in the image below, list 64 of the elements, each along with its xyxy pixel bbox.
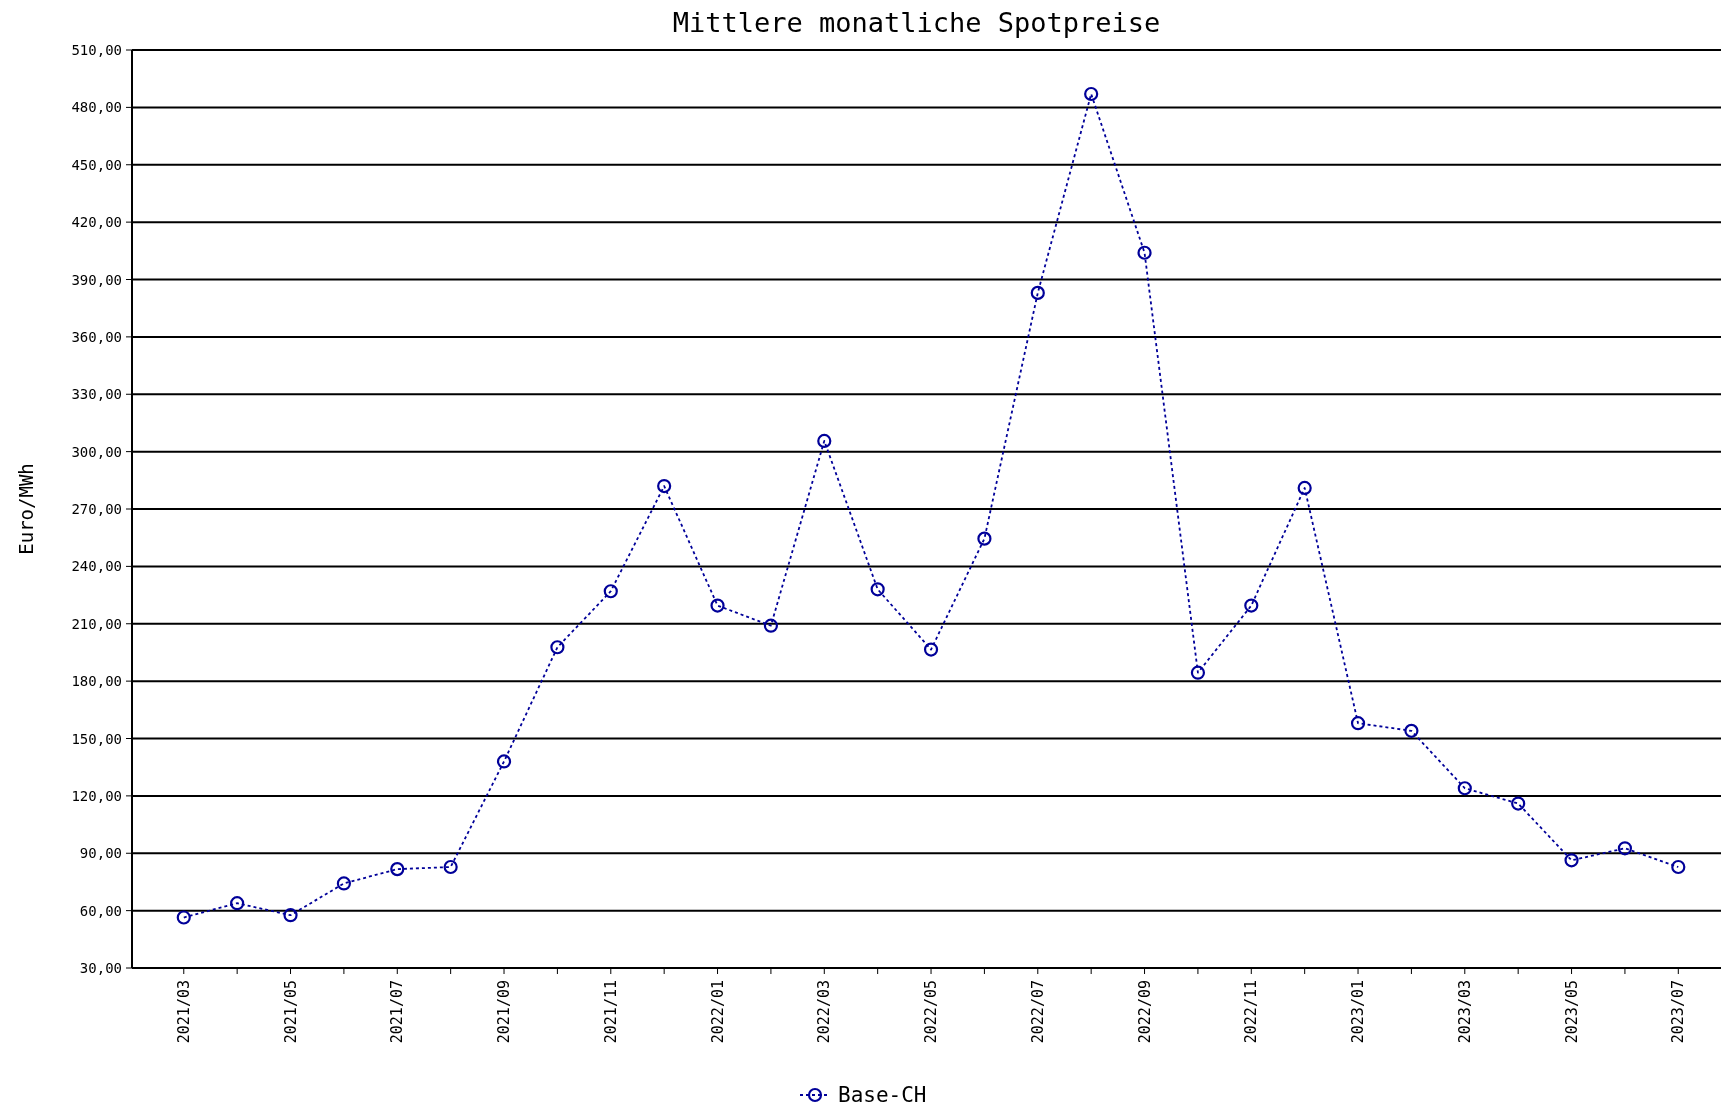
y-tick-label: 420,00 xyxy=(71,214,122,231)
point xyxy=(763,618,779,633)
x-tick-label: 2022/05 xyxy=(922,980,941,1044)
y-tick-label: 30,00 xyxy=(79,960,122,976)
y-tick-label: 330,00 xyxy=(71,386,122,403)
point xyxy=(1671,859,1686,875)
x-tick-label: 2021/03 xyxy=(174,980,193,1044)
point xyxy=(176,910,191,925)
point xyxy=(1511,796,1526,811)
x-tick-label: 2021/09 xyxy=(495,980,514,1044)
point xyxy=(1350,716,1366,731)
point xyxy=(496,754,512,769)
point xyxy=(817,433,832,449)
y-tick-label: 210,00 xyxy=(71,615,122,632)
x-tick-label: 2021/11 xyxy=(601,980,620,1044)
point xyxy=(1190,665,1206,680)
y-tick-label: 180,00 xyxy=(71,673,122,690)
point xyxy=(443,859,458,875)
point xyxy=(390,862,405,877)
legend-label: Base-CH xyxy=(838,1083,927,1107)
point xyxy=(1084,86,1099,102)
x-tick-label: 2022/01 xyxy=(708,980,727,1044)
y-axis-title: Euro/MWh xyxy=(15,463,37,555)
x-tick-label: 2022/03 xyxy=(815,980,834,1044)
x-tick-label: 2022/07 xyxy=(1028,980,1047,1044)
y-tick-label: 150,00 xyxy=(71,730,122,747)
y-tick-label: 60,00 xyxy=(79,902,122,919)
x-tick-label: 2023/01 xyxy=(1349,980,1368,1044)
point xyxy=(336,876,351,891)
point xyxy=(230,896,245,911)
y-tick-label: 360,00 xyxy=(71,328,122,345)
point xyxy=(1030,285,1045,300)
point xyxy=(1404,723,1419,738)
point xyxy=(1564,853,1579,868)
y-tick-label: 480,00 xyxy=(71,99,122,116)
point xyxy=(1297,480,1312,496)
y-tick-label: 450,00 xyxy=(71,156,122,173)
point xyxy=(1244,598,1259,613)
point xyxy=(1617,841,1633,856)
y-tick-label: 300,00 xyxy=(71,443,122,460)
chart-title: Mittlere monatliche Spotpreise xyxy=(672,7,1161,38)
point xyxy=(283,908,298,923)
y-tick-label: 390,00 xyxy=(71,271,122,288)
point xyxy=(657,478,672,494)
x-tick-label: 2021/05 xyxy=(281,980,300,1044)
x-tick-label: 2022/09 xyxy=(1135,980,1154,1044)
x-tick-label: 2023/07 xyxy=(1669,980,1688,1044)
x-tick-label: 2021/07 xyxy=(388,980,407,1044)
x-tick-label: 2023/05 xyxy=(1562,980,1581,1044)
x-tick-label: 2023/03 xyxy=(1455,980,1474,1044)
point xyxy=(923,642,939,657)
y-tick-label: 120,00 xyxy=(71,787,122,804)
point xyxy=(603,584,618,599)
y-tick-label: 510,00 xyxy=(71,42,122,58)
y-tick-label: 270,00 xyxy=(71,501,122,517)
point xyxy=(977,531,992,546)
x-tick-label: 2022/11 xyxy=(1242,980,1261,1044)
point xyxy=(1137,245,1152,260)
y-tick-label: 90,00 xyxy=(79,845,122,862)
point xyxy=(1457,781,1472,796)
point xyxy=(550,640,565,655)
point xyxy=(710,598,725,613)
y-tick-label: 240,00 xyxy=(71,558,122,575)
point xyxy=(870,582,885,597)
